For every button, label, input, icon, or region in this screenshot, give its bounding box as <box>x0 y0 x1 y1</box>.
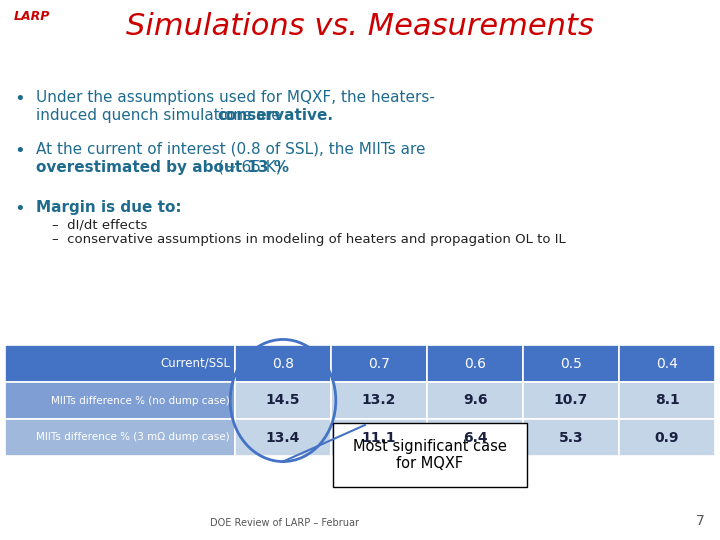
FancyBboxPatch shape <box>235 419 331 456</box>
FancyBboxPatch shape <box>331 382 427 419</box>
FancyBboxPatch shape <box>5 419 235 456</box>
FancyBboxPatch shape <box>619 382 715 419</box>
FancyBboxPatch shape <box>523 382 619 419</box>
Text: –  dI/dt effects: – dI/dt effects <box>52 218 148 231</box>
Text: Simulations vs. Measurements: Simulations vs. Measurements <box>126 12 594 41</box>
Text: 13.4: 13.4 <box>266 430 300 444</box>
Text: MIITs difference % (no dump case): MIITs difference % (no dump case) <box>51 395 230 406</box>
Text: Margin is due to:: Margin is due to: <box>36 200 181 215</box>
Text: Under the assumptions used for MQXF, the heaters-: Under the assumptions used for MQXF, the… <box>36 90 435 105</box>
FancyBboxPatch shape <box>331 345 427 382</box>
Text: 9.6: 9.6 <box>463 394 487 408</box>
FancyBboxPatch shape <box>427 345 523 382</box>
FancyBboxPatch shape <box>5 345 235 382</box>
FancyBboxPatch shape <box>235 345 331 382</box>
Text: overestimated by about 13 %: overestimated by about 13 % <box>36 160 294 175</box>
Text: 11.1: 11.1 <box>361 430 396 444</box>
Text: Most significant case
for MQXF: Most significant case for MQXF <box>353 439 507 471</box>
Text: 0.8: 0.8 <box>272 356 294 370</box>
Text: 6.4: 6.4 <box>463 430 487 444</box>
Text: 0.7: 0.7 <box>368 356 390 370</box>
Text: 0.9: 0.9 <box>654 430 679 444</box>
Text: •: • <box>14 142 24 160</box>
FancyBboxPatch shape <box>333 423 527 487</box>
Text: 0.4: 0.4 <box>656 356 678 370</box>
Text: DOE Review of LARP – Februar: DOE Review of LARP – Februar <box>210 518 359 528</box>
Text: 5.3: 5.3 <box>559 430 583 444</box>
FancyBboxPatch shape <box>523 345 619 382</box>
FancyBboxPatch shape <box>427 419 523 456</box>
Text: 10.7: 10.7 <box>554 394 588 408</box>
Text: 14.5: 14.5 <box>266 394 300 408</box>
FancyBboxPatch shape <box>427 382 523 419</box>
Text: 0.5: 0.5 <box>560 356 582 370</box>
Text: 13.2: 13.2 <box>362 394 396 408</box>
Text: (~ 65 K): (~ 65 K) <box>218 160 282 175</box>
FancyBboxPatch shape <box>235 382 331 419</box>
Text: MIITs difference % (3 mΩ dump case): MIITs difference % (3 mΩ dump case) <box>37 433 230 442</box>
Text: induced quench simulations are: induced quench simulations are <box>36 108 286 123</box>
FancyBboxPatch shape <box>619 419 715 456</box>
FancyBboxPatch shape <box>523 419 619 456</box>
FancyBboxPatch shape <box>331 419 427 456</box>
Text: •: • <box>14 200 24 218</box>
Text: •: • <box>14 90 24 108</box>
Text: LARP: LARP <box>14 10 50 23</box>
FancyBboxPatch shape <box>619 345 715 382</box>
Text: At the current of interest (0.8 of SSL), the MIITs are: At the current of interest (0.8 of SSL),… <box>36 142 426 157</box>
Text: 0.6: 0.6 <box>464 356 486 370</box>
Text: 8.1: 8.1 <box>654 394 680 408</box>
Text: 7: 7 <box>696 514 705 528</box>
Text: Current/SSL: Current/SSL <box>160 357 230 370</box>
Text: conservative.: conservative. <box>217 108 333 123</box>
Text: –  conservative assumptions in modeling of heaters and propagation OL to IL: – conservative assumptions in modeling o… <box>52 233 566 246</box>
FancyBboxPatch shape <box>5 382 235 419</box>
